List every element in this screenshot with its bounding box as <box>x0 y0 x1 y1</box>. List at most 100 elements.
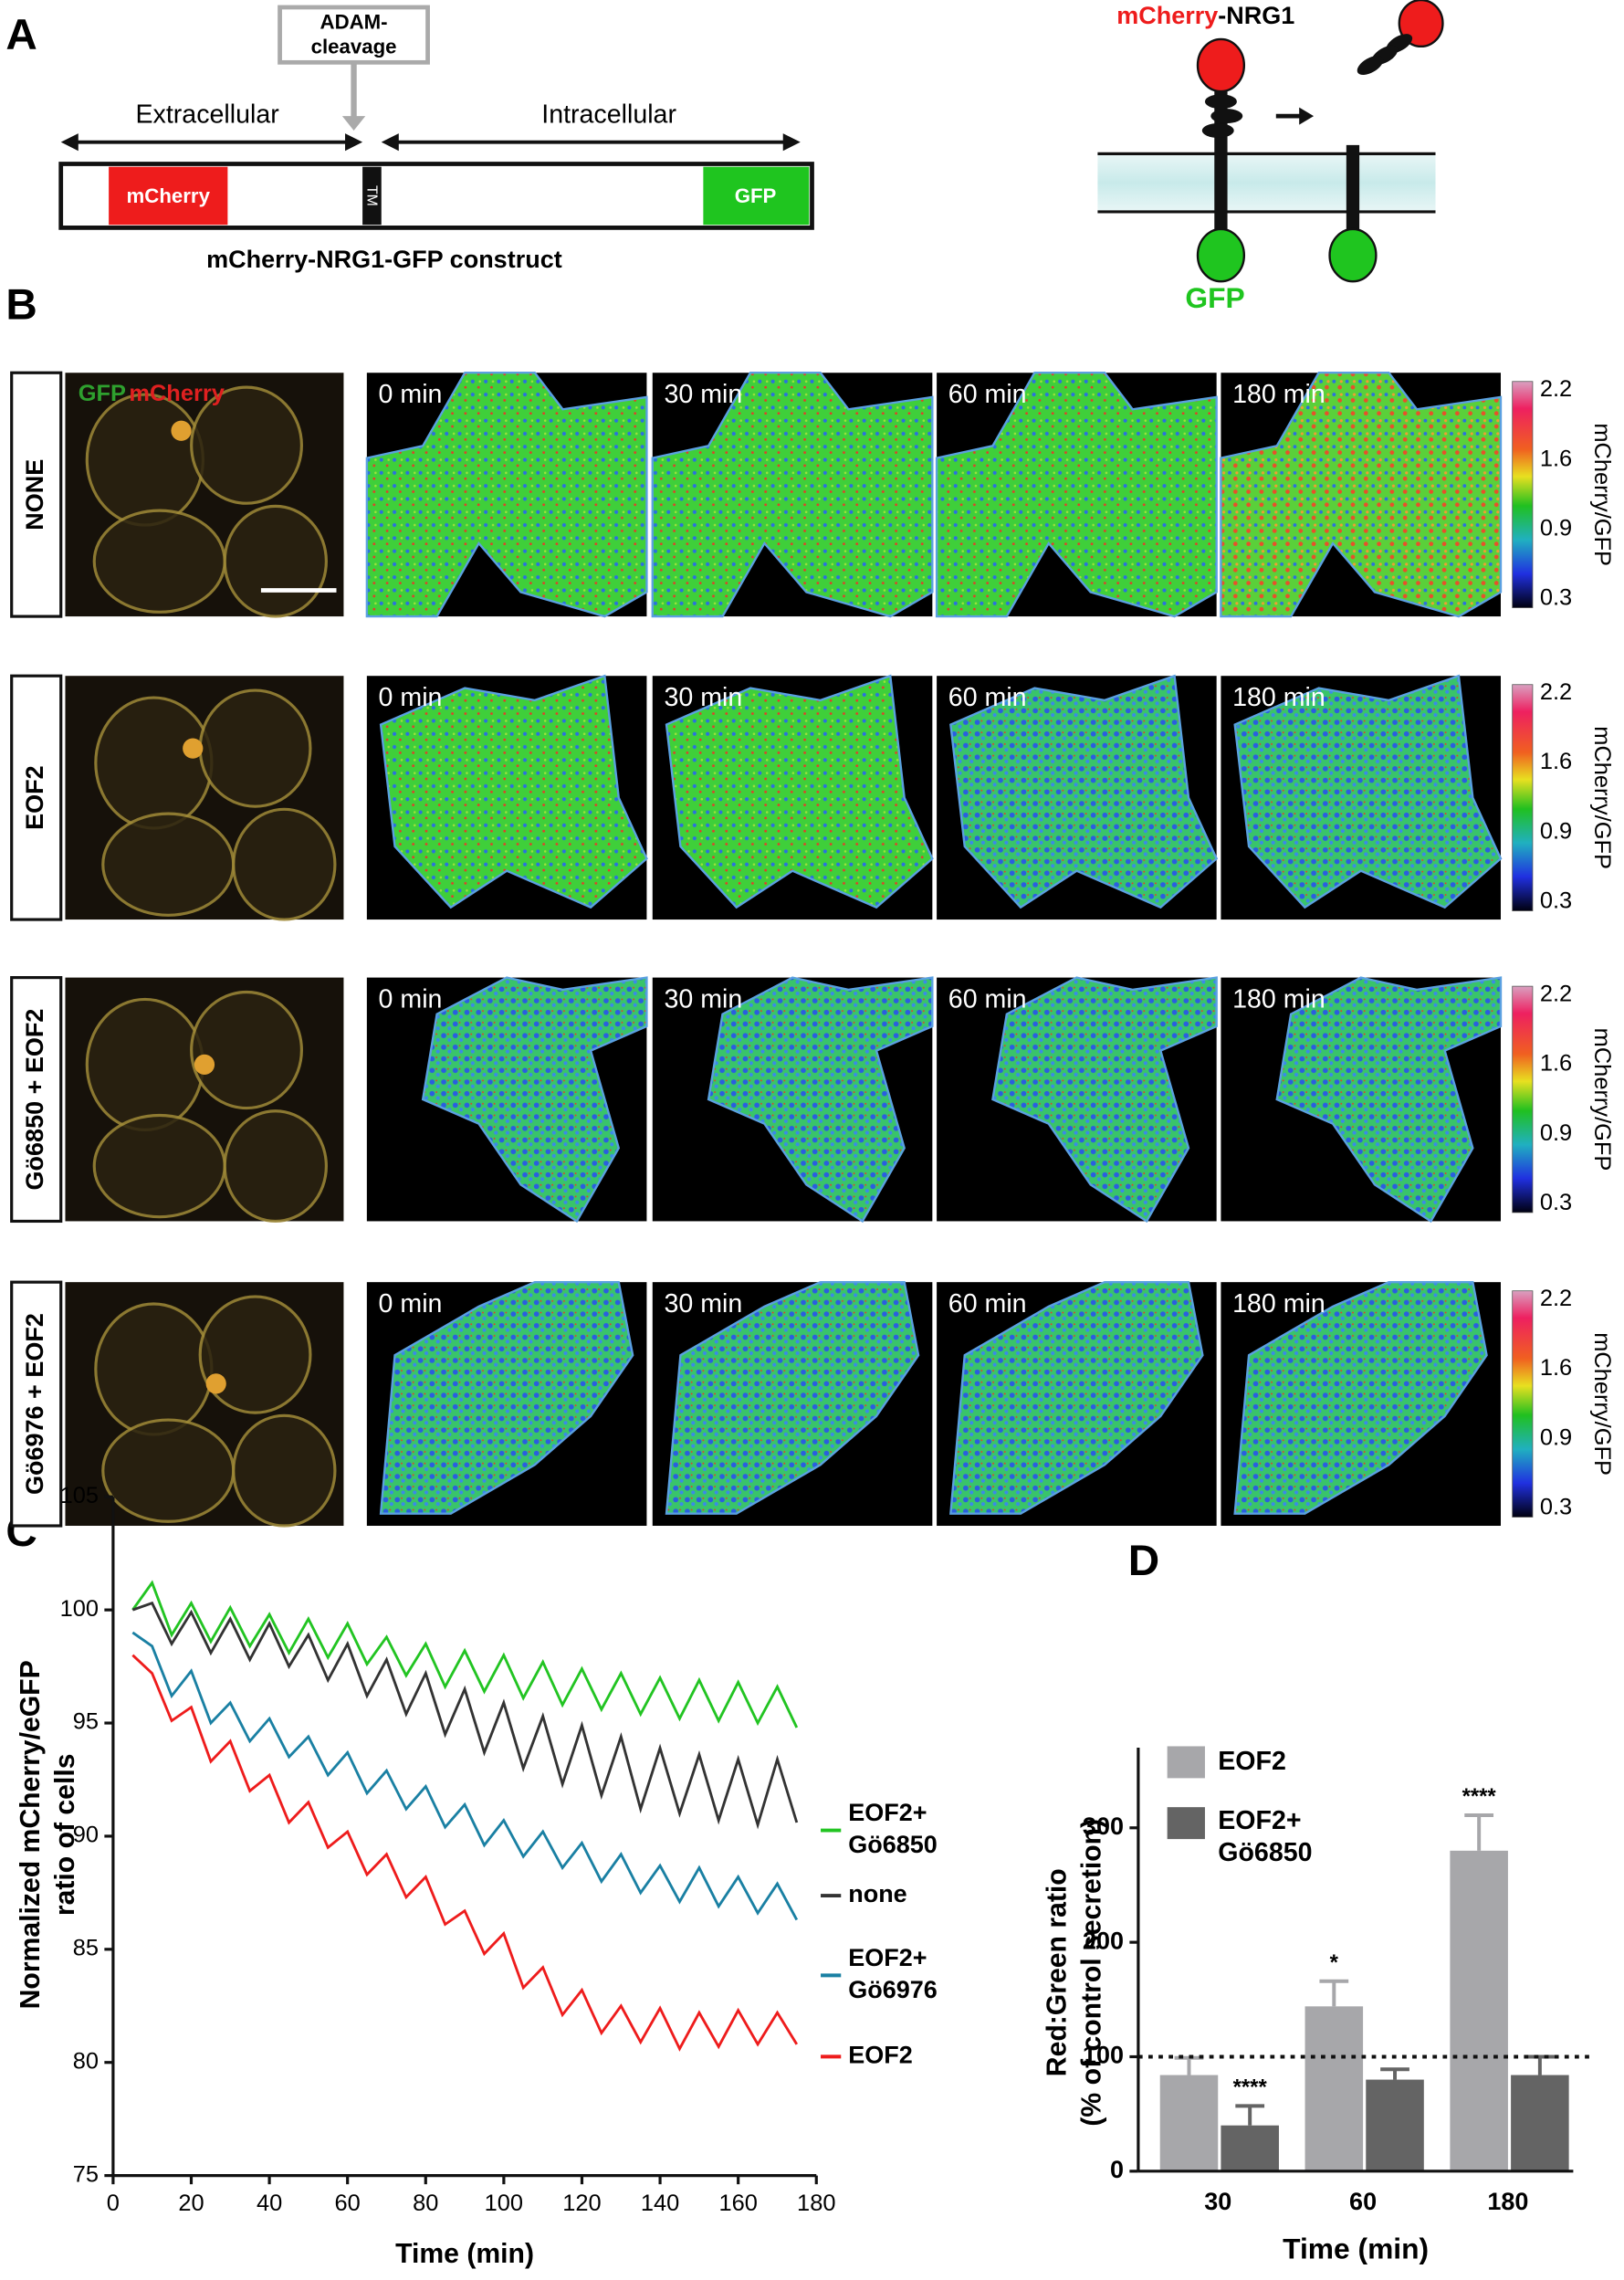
y-axis-label: Normalized mCherry/eGFP <box>16 1660 46 2009</box>
x-tick-label: 100 <box>485 2191 523 2216</box>
colorbar <box>1512 1290 1534 1518</box>
cell-outline <box>85 393 204 527</box>
series-line <box>131 1631 799 1921</box>
bar <box>1304 2006 1364 2171</box>
y-axis-label: Red:Green ratio <box>1042 1868 1072 2076</box>
x-axis-label: Time (min) <box>395 2239 534 2269</box>
colorbar-tick-label: 2.2 <box>1540 981 1572 1006</box>
colorbar-label: mCherry/GFP <box>1589 423 1615 566</box>
legend-label: EOF2 <box>848 2041 913 2068</box>
cell-outline <box>223 504 328 618</box>
x-tick-label: 160 <box>718 2191 757 2216</box>
cell-ratio-map <box>379 1280 634 1515</box>
cell-outline <box>198 688 312 808</box>
cell-spot <box>171 420 192 441</box>
significance-label: **** <box>1462 1784 1497 1809</box>
diagram-label: -NRG1 <box>1218 2 1294 29</box>
row-label-box <box>10 976 63 1224</box>
cell-outline <box>232 1413 337 1528</box>
colorbar-tick-label: 1.6 <box>1540 1355 1572 1381</box>
x-axis-label: Time (min) <box>1283 2233 1429 2265</box>
y-axis-label: (% of control secretion) <box>1077 1819 1107 2127</box>
x-tick-label: 120 <box>562 2191 601 2216</box>
colorbar-tick-label: 2.2 <box>1540 1286 1572 1311</box>
y-tick-label: 200 <box>1083 1927 1124 1954</box>
cell-outline <box>85 997 204 1131</box>
colorbar-tick-label: 1.6 <box>1540 446 1572 471</box>
series-line <box>131 1580 799 1728</box>
colorbar-tick-label: 1.6 <box>1540 1051 1572 1077</box>
series-line <box>131 1654 799 2052</box>
row-label: EOF2 <box>21 765 48 830</box>
bar <box>1450 1850 1508 2171</box>
timepoint-label: 30 min <box>664 380 742 409</box>
colorbar <box>1512 684 1534 911</box>
significance-label: **** <box>1233 2075 1268 2100</box>
y-axis-label: ratio of cells <box>50 1754 80 1917</box>
x-tick-label: 0 <box>107 2191 120 2216</box>
y-tick-label: 300 <box>1083 1812 1124 1840</box>
colorbar-tick-label: 0.9 <box>1540 1120 1572 1146</box>
colorbar-label: mCherry/GFP <box>1589 726 1615 869</box>
diagram-label: GFP <box>1185 281 1244 314</box>
series-line <box>131 1601 799 1830</box>
cell-outline <box>101 1418 236 1523</box>
cell-ratio-map <box>651 372 934 618</box>
colorbar-label: mCherry/GFP <box>1589 1332 1615 1476</box>
timepoint-label: 180 min <box>1232 380 1325 409</box>
cell-outline <box>94 1302 214 1436</box>
colorbar-tick-label: 2.2 <box>1540 376 1572 402</box>
cell-ratio-map <box>935 372 1218 618</box>
cell-ratio-map <box>665 674 934 909</box>
y-tick-label: 95 <box>73 1709 99 1735</box>
x-tick-label: 180 <box>797 2191 835 2216</box>
colorbar <box>1512 381 1534 608</box>
row-label-box <box>10 371 63 618</box>
cell-spot <box>205 1373 226 1394</box>
legend-swatch <box>1167 1746 1205 1779</box>
cell-ratio-map <box>991 976 1218 1224</box>
cell-outline <box>190 385 303 505</box>
bar <box>1221 2125 1279 2171</box>
panel-label: B <box>5 280 37 329</box>
timepoint-label: 60 min <box>948 380 1027 409</box>
legend-label: EOF2 <box>1218 1746 1286 1775</box>
timepoint-label: 180 min <box>1232 985 1325 1014</box>
membrane-diagram <box>1097 0 1444 283</box>
colorbar-tick-label: 0.9 <box>1540 818 1572 844</box>
cell-ratio-map <box>949 674 1219 909</box>
y-tick-label: 105 <box>60 1483 99 1508</box>
row-label: NONE <box>21 459 48 531</box>
colorbar-tick-label: 0.9 <box>1540 516 1572 541</box>
legend-label: none <box>848 1880 906 1907</box>
x-tick-label: 40 <box>257 2191 282 2216</box>
cell-ratio-map <box>1275 976 1503 1224</box>
legend-label: EOF2+ Gö6850 <box>1218 1806 1312 1867</box>
cleavage-label: ADAM- <box>320 10 388 33</box>
colorbar-tick-label: 0.3 <box>1540 585 1572 611</box>
row-label: Gö6850 + EOF2 <box>21 1009 48 1191</box>
y-tick-label: 75 <box>73 2161 99 2187</box>
x-tick-label: 60 <box>1349 2188 1377 2215</box>
cell-ratio-map <box>1220 372 1503 618</box>
cell-outline <box>223 1109 328 1224</box>
cell-ratio-map <box>365 372 648 618</box>
diagram-label: mCherry <box>1116 2 1218 29</box>
cell-outline <box>92 509 226 614</box>
cell-outline <box>232 807 337 921</box>
panel-label: D <box>1128 1537 1159 1585</box>
legend-label: EOF2+ Gö6976 <box>848 1944 938 2003</box>
composite-label: GFP <box>79 381 126 406</box>
panel-label: A <box>5 11 37 59</box>
x-tick-label: 80 <box>413 2191 438 2216</box>
domain-label: GFP <box>735 184 777 207</box>
y-tick-label: 100 <box>60 1596 99 1622</box>
cell-ratio-map <box>665 1280 920 1515</box>
bar <box>1511 2075 1569 2171</box>
timepoint-label: 30 min <box>664 1289 742 1319</box>
x-tick-label: 180 <box>1487 2188 1528 2215</box>
region-label: Extracellular <box>136 100 280 130</box>
cell-outline <box>92 1113 226 1219</box>
